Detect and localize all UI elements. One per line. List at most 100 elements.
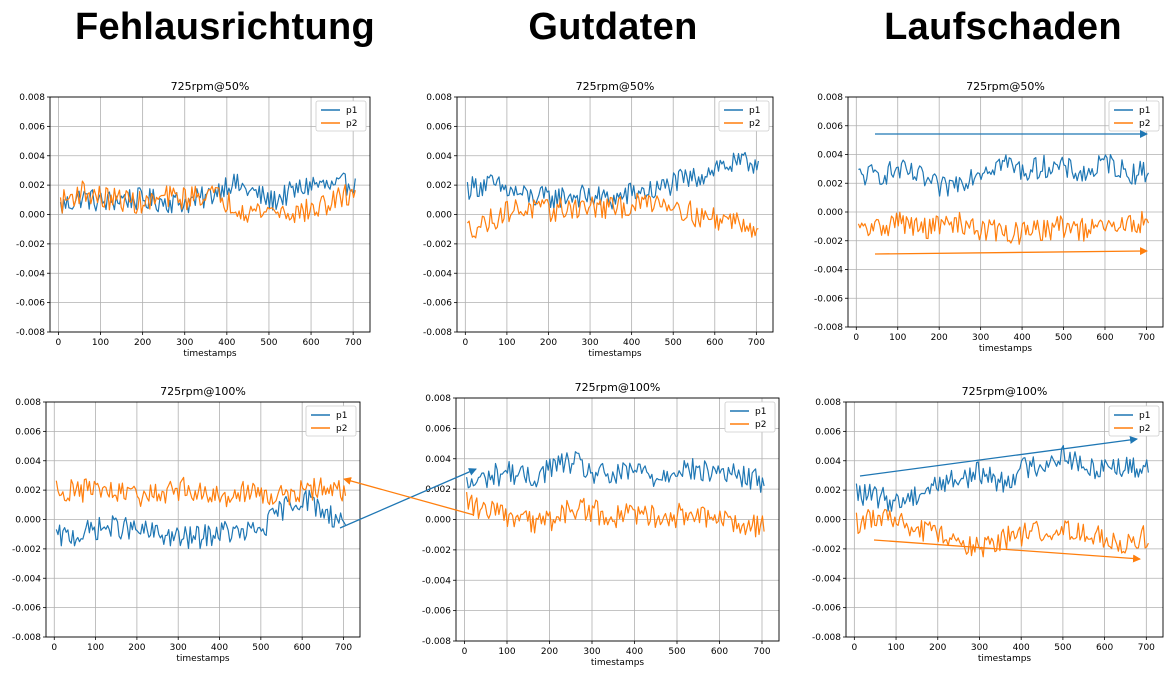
heading-laufschaden: Laufschaden xyxy=(884,6,1122,48)
x-tick-label: 400 xyxy=(218,338,235,348)
x-axis-label: timestamps xyxy=(978,654,1032,664)
y-tick-label: -0.004 xyxy=(812,574,841,584)
chart-fehl-100: 0 100 200 300 400 500 600 700 -0.008 -0.006 -0.004… xyxy=(12,385,361,664)
x-tick-label: 700 xyxy=(753,647,770,657)
legend-box xyxy=(1108,100,1160,132)
y-tick-label: -0.002 xyxy=(423,240,452,250)
x-tick-label: 300 xyxy=(583,647,600,657)
x-tick-label: 600 xyxy=(1096,643,1113,653)
x-tick-label: 700 xyxy=(748,338,765,348)
y-tick-label: -0.006 xyxy=(423,299,452,309)
y-tick-label: 0.008 xyxy=(426,93,452,103)
y-tick-label: -0.004 xyxy=(422,576,451,586)
y-tick-label: 0.002 xyxy=(19,181,45,191)
x-tick-label: 600 xyxy=(711,647,728,657)
legend-label-p2: p2 xyxy=(336,424,347,434)
series-line-p1 xyxy=(855,444,1149,512)
x-tick-label: 500 xyxy=(260,338,277,348)
chart-lauf-100: 0 100 200 300 400 500 600 700 -0.008 -0.006 -0.004… xyxy=(812,385,1164,664)
x-tick-label: 600 xyxy=(302,338,319,348)
y-tick-label: -0.004 xyxy=(814,266,843,276)
legend-label-p2: p2 xyxy=(749,119,760,129)
series-line-p2 xyxy=(855,508,1149,558)
legend-label-p1: p1 xyxy=(1139,106,1150,116)
chart-title: 725rpm@50% xyxy=(576,80,655,93)
x-tick-label: 200 xyxy=(929,643,946,653)
series-line-p2 xyxy=(59,180,356,224)
chart-fehl-50: 0 100 200 300 400 500 600 700 -0.008 -0.006 -0.004… xyxy=(16,80,371,359)
x-tick-label: 400 xyxy=(623,338,640,348)
x-tick-label: 0 xyxy=(853,333,859,343)
x-tick-label: 700 xyxy=(335,643,352,653)
x-tick-label: 0 xyxy=(462,338,468,348)
y-tick-label: 0.002 xyxy=(426,181,452,191)
x-tick-label: 400 xyxy=(626,647,643,657)
legend-label-p2: p2 xyxy=(1139,119,1150,129)
y-tick-label: 0.006 xyxy=(426,122,452,132)
x-tick-label: 100 xyxy=(887,643,904,653)
heading-gutdaten: Gutdaten xyxy=(528,6,698,48)
x-tick-label: 600 xyxy=(706,338,723,348)
x-axis-label: timestamps xyxy=(588,349,642,359)
y-tick-label: 0.004 xyxy=(817,151,843,161)
y-tick-label: -0.002 xyxy=(16,240,45,250)
annotation-arrow-p1 xyxy=(859,435,1138,477)
y-tick-label: -0.002 xyxy=(422,546,451,556)
y-tick-label: 0.008 xyxy=(815,398,841,408)
x-tick-label: 700 xyxy=(1138,643,1155,653)
y-tick-label: 0.002 xyxy=(15,486,41,496)
x-tick-label: 100 xyxy=(889,333,906,343)
y-tick-label: -0.002 xyxy=(812,545,841,555)
y-tick-label: -0.006 xyxy=(814,294,843,304)
y-tick-label: 0.004 xyxy=(425,455,451,465)
legend-label-p1: p1 xyxy=(336,411,347,421)
x-tick-label: 200 xyxy=(134,338,151,348)
y-tick-label: 0.002 xyxy=(815,486,841,496)
x-tick-label: 300 xyxy=(972,333,989,343)
y-tick-label: -0.004 xyxy=(16,269,45,279)
x-axis-label: timestamps xyxy=(183,349,237,359)
y-tick-label: 0.000 xyxy=(15,516,41,526)
x-tick-label: 100 xyxy=(87,643,104,653)
legend-box xyxy=(718,100,770,132)
x-tick-label: 200 xyxy=(931,333,948,343)
chart-title: 725rpm@100% xyxy=(575,381,661,394)
series-line-p1 xyxy=(858,154,1150,197)
y-tick-label: -0.008 xyxy=(423,328,452,338)
series-line-p2 xyxy=(857,210,1150,245)
legend-label-p1: p1 xyxy=(755,407,766,417)
annotation-arrow-p2 xyxy=(343,477,475,516)
heading-fehlausrichtung: Fehlausrichtung xyxy=(74,6,376,48)
y-tick-label: 0.000 xyxy=(815,516,841,526)
x-tick-label: 600 xyxy=(1096,333,1113,343)
x-tick-label: 0 xyxy=(851,643,857,653)
legend-box xyxy=(315,100,367,132)
y-tick-label: -0.006 xyxy=(16,299,45,309)
x-tick-label: 0 xyxy=(462,647,468,657)
x-tick-label: 500 xyxy=(1054,643,1071,653)
legend-label-p2: p2 xyxy=(1139,424,1150,434)
x-tick-label: 0 xyxy=(56,338,62,348)
y-tick-label: -0.008 xyxy=(812,633,841,643)
legend-box xyxy=(305,405,357,437)
legend-box xyxy=(724,401,776,433)
x-tick-label: 200 xyxy=(540,338,557,348)
chart-title: 725rpm@100% xyxy=(962,385,1048,398)
y-tick-label: 0.004 xyxy=(15,457,41,467)
y-tick-label: 0.006 xyxy=(19,122,45,132)
legend-label-p2: p2 xyxy=(755,420,766,430)
annotation-arrow-p1 xyxy=(339,468,477,529)
annotation-arrow-p2 xyxy=(874,247,1148,256)
series-line-p2 xyxy=(466,192,759,239)
x-tick-label: 700 xyxy=(1138,333,1155,343)
chart-title: 725rpm@50% xyxy=(171,80,250,93)
y-tick-label: -0.008 xyxy=(16,328,45,338)
legend-label-p1: p1 xyxy=(1139,411,1150,421)
y-tick-label: 0.000 xyxy=(425,516,451,526)
series-line-p1 xyxy=(55,490,347,550)
y-tick-label: -0.006 xyxy=(812,604,841,614)
